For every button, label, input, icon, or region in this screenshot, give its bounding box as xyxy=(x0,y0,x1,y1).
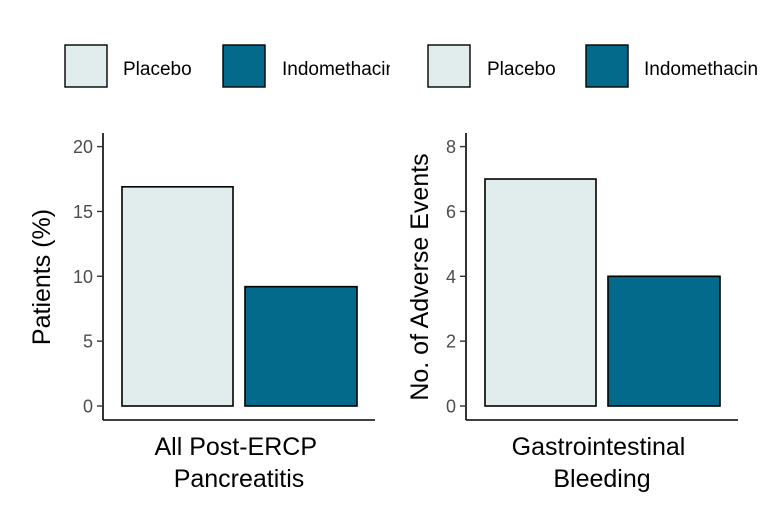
category-label-line-1: Gastrointestinal xyxy=(512,433,686,461)
legend: Placebo Indomethacin xyxy=(427,44,758,88)
y-axis-title: Patients (%) xyxy=(28,209,56,345)
bar-placebo xyxy=(484,178,597,407)
y-ticks: 0 5 10 15 20 xyxy=(73,137,103,417)
bar-indomethacin xyxy=(607,275,721,407)
bar-indomethacin xyxy=(244,285,358,407)
panel-pancreatitis: Placebo Indomethacin 0 5 10 15 20 Patients (… xyxy=(28,44,396,493)
bar-placebo xyxy=(121,186,234,407)
y-axis-title: No. of Adverse Events xyxy=(406,153,434,400)
legend-key-indomethacin xyxy=(585,44,629,88)
y-tick-label: 8 xyxy=(446,137,456,157)
legend-key-placebo xyxy=(64,44,108,88)
bars xyxy=(484,178,721,407)
category-label: All Post-ERCP Pancreatitis xyxy=(154,433,323,493)
legend-label-indomethacin: Indomethacin xyxy=(282,59,396,80)
legend: Placebo Indomethacin xyxy=(64,44,396,88)
legend-label-indomethacin: Indomethacin xyxy=(644,59,758,80)
legend-key-indomethacin xyxy=(222,44,266,88)
y-tick-label: 5 xyxy=(83,332,93,352)
y-tick-label: 6 xyxy=(446,202,456,222)
y-tick-label: 20 xyxy=(73,137,93,157)
y-tick-label: 15 xyxy=(73,202,93,222)
legend-label-placebo: Placebo xyxy=(123,59,192,80)
y-tick-label: 2 xyxy=(446,332,456,352)
legend-key-placebo xyxy=(427,44,471,88)
y-tick-label: 4 xyxy=(446,267,456,287)
panel-gi-bleeding: Placebo Indomethacin 0 2 4 6 8 No. of Advers… xyxy=(406,44,758,493)
category-label: Gastrointestinal Bleeding xyxy=(512,433,693,493)
y-tick-label: 0 xyxy=(446,397,456,417)
category-label-line-2: Pancreatitis xyxy=(174,465,305,493)
y-ticks: 0 2 4 6 8 xyxy=(446,137,466,417)
category-label-line-1: All Post-ERCP xyxy=(154,433,316,461)
y-tick-label: 0 xyxy=(83,397,93,417)
y-tick-label: 10 xyxy=(73,267,93,287)
legend-label-placebo: Placebo xyxy=(487,59,556,80)
bars xyxy=(121,186,358,407)
category-label-line-2: Bleeding xyxy=(553,465,650,493)
